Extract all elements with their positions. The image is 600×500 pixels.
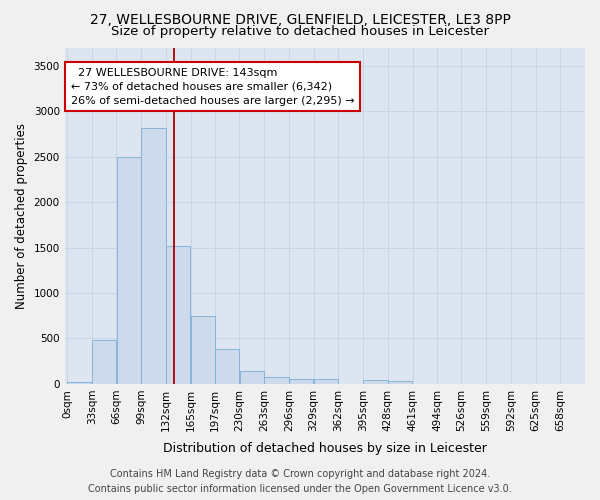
Bar [264, 377, 289, 384]
Text: 27, WELLESBOURNE DRIVE, GLENFIELD, LEICESTER, LE3 8PP: 27, WELLESBOURNE DRIVE, GLENFIELD, LEICE… [89, 12, 511, 26]
Bar [314, 380, 338, 384]
Bar [142, 128, 166, 384]
Bar [363, 380, 388, 384]
Text: Contains HM Land Registry data © Crown copyright and database right 2024.
Contai: Contains HM Land Registry data © Crown c… [88, 469, 512, 494]
Bar [92, 340, 116, 384]
Bar [289, 379, 313, 384]
Text: 27 WELLESBOURNE DRIVE: 143sqm
← 73% of detached houses are smaller (6,342)
26% o: 27 WELLESBOURNE DRIVE: 143sqm ← 73% of d… [71, 68, 354, 106]
Bar [215, 350, 239, 384]
Bar [166, 246, 190, 384]
Bar [116, 156, 141, 384]
Y-axis label: Number of detached properties: Number of detached properties [15, 122, 28, 308]
Text: Size of property relative to detached houses in Leicester: Size of property relative to detached ho… [111, 25, 489, 38]
Bar [191, 316, 215, 384]
Bar [67, 382, 91, 384]
X-axis label: Distribution of detached houses by size in Leicester: Distribution of detached houses by size … [163, 442, 487, 455]
Bar [239, 370, 264, 384]
Bar [388, 380, 412, 384]
